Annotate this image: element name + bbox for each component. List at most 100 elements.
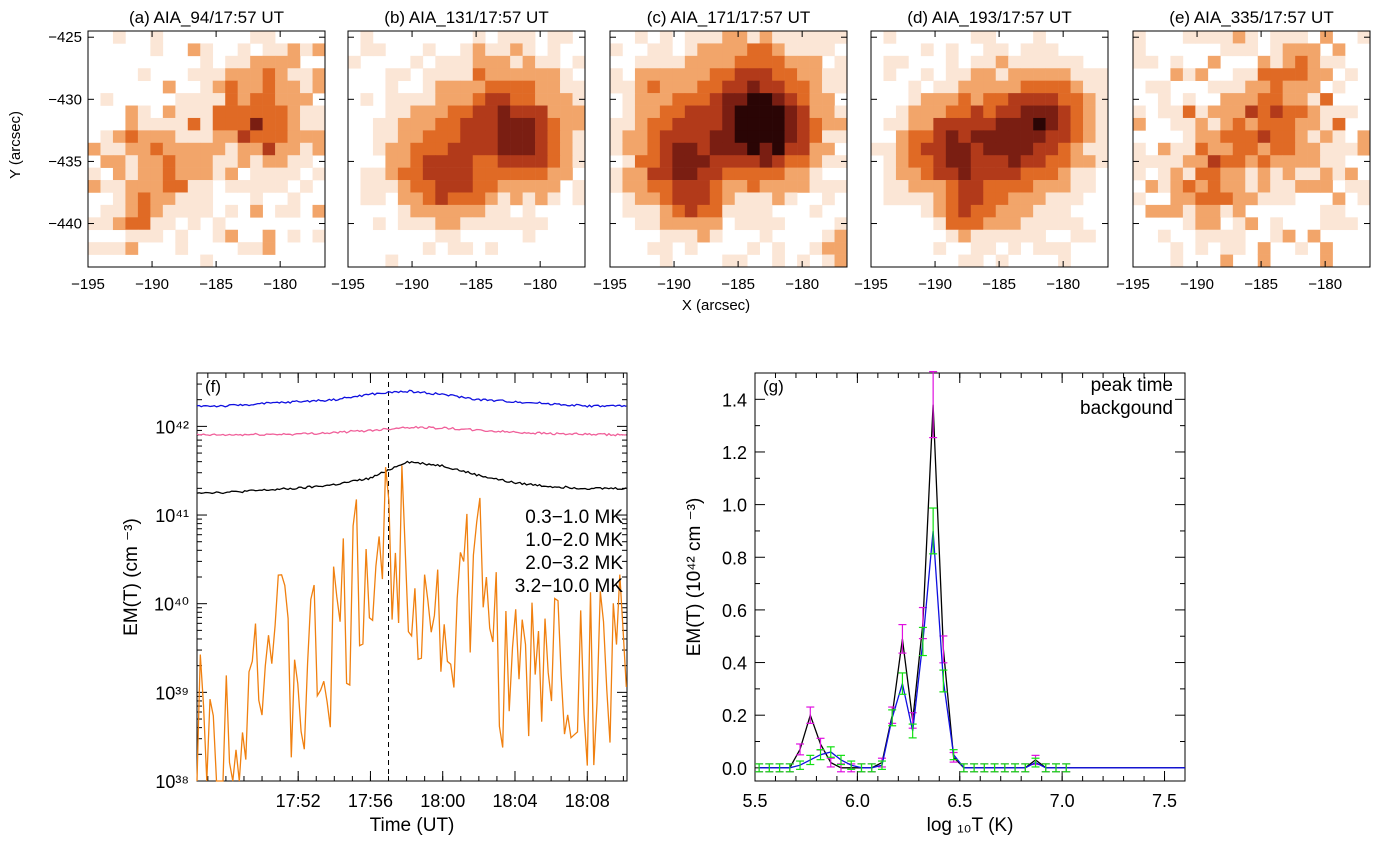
map-pixel [995,155,1009,168]
map-pixel [747,217,760,231]
map-pixel [634,142,648,156]
map-pixel [137,130,151,144]
map-pixel [1195,105,1209,119]
map-pixel [1170,68,1184,81]
map-pixel [112,192,126,206]
panel-label: (f) [205,377,221,396]
map-pixel [112,167,126,181]
map-pixel [1257,130,1271,144]
map-pixel [535,55,548,69]
map-pixel [672,167,686,181]
map-pixel [1008,229,1021,243]
map-pixel [659,204,673,218]
legend-entry: 2.0−3.2 MK [525,553,623,574]
map-pixel [1133,117,1146,131]
map-x-tick-label: −180 [1046,276,1080,293]
map-pixel [772,68,785,81]
map-pixel [212,155,226,168]
map-pixel [1257,167,1271,181]
map-pixel [797,43,810,57]
map-pixel [1008,192,1021,206]
map-pixel [262,31,276,44]
map-pixel [1070,80,1084,94]
map-pixel [510,167,523,181]
map-x-tick-label: −185 [199,276,233,293]
map-pixel [237,242,251,255]
map-pixel [895,130,909,144]
map-pixel [1195,142,1209,156]
map-pixel [709,229,723,243]
map-pixel [734,217,748,231]
map-pixel [225,55,238,69]
map-pixel [460,217,474,231]
map-pixel [372,167,386,181]
map-pixel [262,130,276,144]
map-pixel [1357,142,1371,156]
map-pixel [312,204,326,218]
map-pixel [1270,229,1283,243]
map-pixel [970,55,984,69]
map-pixel [510,130,523,144]
map-pixel [1295,180,1308,193]
map-pixel [372,217,386,231]
map-pixel [485,180,498,193]
map-pixel [983,68,997,81]
map-pixel [945,55,959,69]
map-pixel [360,31,374,44]
map-pixel [772,43,785,57]
map-pixel [435,142,449,156]
map-pixel [697,204,711,218]
map-pixel [200,68,214,81]
map-pixel [385,180,399,193]
y-tick-label: 1.4 [722,390,747,410]
map-pixel [958,204,972,218]
map-pixel [397,192,411,206]
map-pixel [983,242,997,255]
map-pixel [995,192,1009,206]
map-pixel [958,229,972,243]
map-pixel [287,105,301,119]
map-pixel [1033,31,1046,44]
map-pixel [137,217,151,231]
map-pixel [784,68,798,81]
map-pixel [995,229,1009,243]
map-pixel [1320,217,1333,231]
map-pixel [125,142,139,156]
map-pixel [385,142,399,156]
map-pixel [1245,167,1259,181]
map-pixel [1332,204,1346,218]
map-pixel [1095,105,1109,119]
map-pixel [162,217,176,231]
map-pixel [250,105,263,119]
map-pixel [1058,180,1071,193]
map-pixel [312,117,326,131]
map-pixel [684,93,698,106]
map-pixel [1232,142,1246,156]
map-pixel [958,142,972,156]
map-pixel [385,93,399,106]
map-pixel [510,43,523,57]
map-pixel [970,68,984,81]
map-pixel [1008,204,1021,218]
map-pixel [535,155,548,168]
map-pixel [1182,68,1196,81]
map-pixel [572,117,586,131]
map-pixel [1295,80,1308,94]
map-pixel [435,180,449,193]
map-pixel [175,229,189,243]
map-pixel [447,93,461,106]
map-pixel [225,229,238,243]
map-pixel [1257,142,1271,156]
map-pixel [535,117,548,131]
map-pixel [262,93,276,106]
map-pixel [287,80,301,94]
map-pixel [1008,242,1021,255]
map-pixel [125,229,139,243]
legend-entry: 0.3−1.0 MK [525,507,623,528]
map-pixel [522,80,536,94]
map-pixel [1232,192,1246,206]
map-pixel [237,80,251,94]
map-pixel [895,192,909,206]
map-pixel [659,167,673,181]
map-pixel [1270,217,1283,231]
